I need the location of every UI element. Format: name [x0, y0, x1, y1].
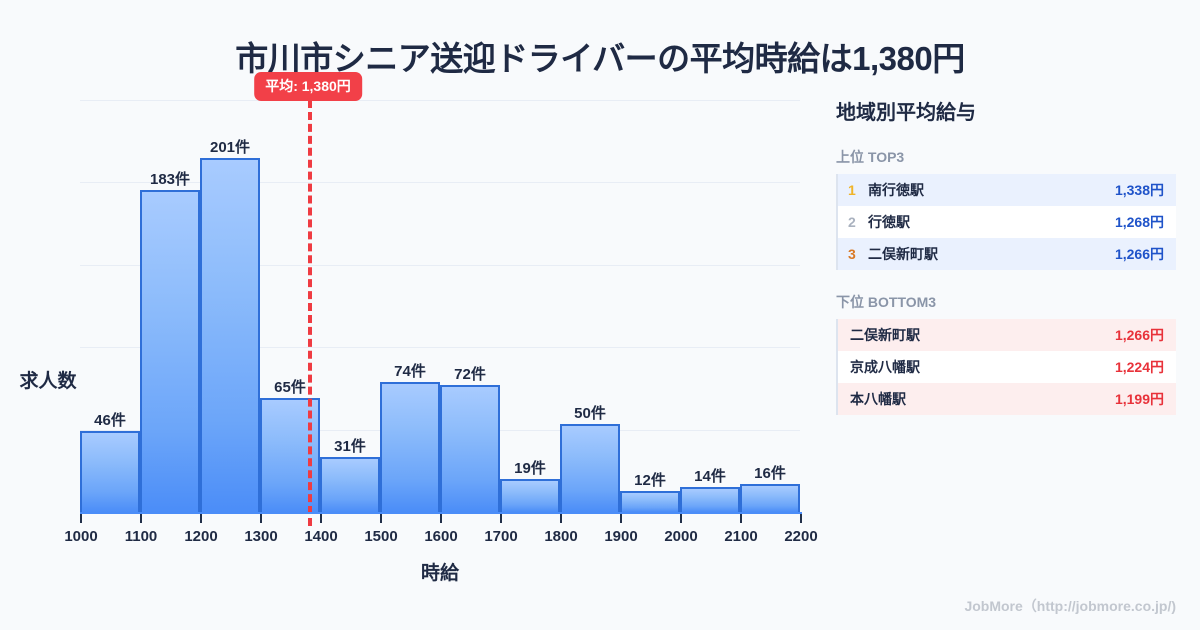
- rank-number: 1: [848, 182, 856, 198]
- histogram-bar: [200, 158, 260, 512]
- station-salary: 1,224円: [1114, 359, 1164, 375]
- gridline: [80, 347, 800, 348]
- x-tick: [380, 514, 382, 523]
- bottom3-row[interactable]: 本八幡駅 1,199円: [838, 383, 1176, 415]
- top3-row[interactable]: 1 南行徳駅 1,338円: [838, 174, 1176, 206]
- page-title: 市川市シニア送迎ドライバーの平均時給は1,380円: [235, 40, 965, 77]
- bar-value-label: 19件: [514, 460, 546, 477]
- histogram-bar: [620, 491, 680, 512]
- histogram-bar: [740, 484, 800, 512]
- x-tick-label: 2000: [664, 528, 698, 545]
- x-tick: [800, 514, 802, 523]
- top3-row[interactable]: 3 二俣新町駅 1,266円: [838, 238, 1176, 270]
- histogram-bar: [680, 487, 740, 512]
- top3-list: 1 南行徳駅 1,338円 2 行徳駅 1,268円 3 二俣新町駅 1,266円: [836, 174, 1176, 270]
- bar-value-label: 50件: [574, 405, 606, 422]
- x-tick: [620, 514, 622, 523]
- bar-value-label: 201件: [209, 139, 251, 156]
- x-tick-label: 1400: [304, 528, 338, 545]
- histogram-bar: [500, 479, 560, 512]
- histogram-bar: [440, 385, 500, 512]
- bar-value-label: 14件: [694, 468, 726, 485]
- sidebar-title: 地域別平均給与: [836, 102, 976, 124]
- station-name: 本八幡駅: [850, 391, 906, 407]
- histogram-chart: 求人数 46件 183件 201件 65件 31件 74件 72件 19件 50件 12件 14件 1…: [0, 72, 830, 608]
- x-tick: [500, 514, 502, 523]
- rank-number: 3: [848, 246, 856, 262]
- plot-area: 46件 183件 201件 65件 31件 74件 72件 19件 50件 12件 14件 16件 平均…: [80, 72, 800, 526]
- histogram-bar: [80, 431, 140, 512]
- x-tick: [320, 514, 322, 523]
- station-name: 行徳駅: [868, 214, 910, 230]
- bar-value-label: 72件: [454, 366, 486, 383]
- bar-value-label: 65件: [274, 379, 306, 396]
- x-tick-label: 1100: [124, 528, 158, 545]
- gridline: [80, 100, 800, 101]
- x-tick-label: 1700: [484, 528, 518, 545]
- histogram-bar: [320, 457, 380, 512]
- x-tick-label: 1900: [604, 528, 638, 545]
- station-salary: 1,266円: [1114, 246, 1164, 262]
- region-salary-sidebar: 地域別平均給与 上位 TOP3 1 南行徳駅 1,338円 2 行徳駅 1,268円 3 二俣…: [836, 96, 1176, 437]
- station-salary: 1,199円: [1114, 391, 1164, 407]
- histogram-bar: [560, 424, 620, 512]
- x-axis-title: 時給: [420, 563, 459, 584]
- bottom3-row[interactable]: 二俣新町駅 1,266円: [838, 319, 1176, 351]
- y-axis-title: 求人数: [19, 371, 77, 392]
- station-salary: 1,338円: [1114, 182, 1164, 198]
- x-tick: [740, 514, 742, 523]
- x-tick: [200, 514, 202, 523]
- station-name: 二俣新町駅: [868, 246, 938, 262]
- x-tick-label: 2100: [724, 528, 758, 545]
- bottom3-row[interactable]: 京成八幡駅 1,224円: [838, 351, 1176, 383]
- x-tick-label: 1500: [364, 528, 398, 545]
- x-tick-label: 2200: [784, 528, 818, 545]
- gridline: [80, 265, 800, 266]
- x-tick: [680, 514, 682, 523]
- histogram-bar: [140, 190, 200, 512]
- histogram-bar: [380, 382, 440, 512]
- bottom3-heading: 下位 BOTTOM3: [836, 294, 937, 310]
- bar-value-label: 31件: [334, 438, 366, 455]
- x-tick-label: 1600: [424, 528, 458, 545]
- x-tick-label: 1200: [184, 528, 218, 545]
- station-name: 南行徳駅: [868, 182, 924, 198]
- bar-value-label: 183件: [149, 171, 191, 188]
- x-tick-label: 1300: [244, 528, 278, 545]
- bar-value-label: 74件: [394, 363, 426, 380]
- average-badge: 平均: 1,380円: [254, 72, 362, 101]
- x-tick: [140, 514, 142, 523]
- x-tick: [260, 514, 262, 523]
- bar-value-label: 16件: [754, 465, 786, 482]
- top3-row[interactable]: 2 行徳駅 1,268円: [838, 206, 1176, 238]
- x-tick-label: 1800: [544, 528, 578, 545]
- station-name: 二俣新町駅: [850, 327, 920, 343]
- bottom3-list: 二俣新町駅 1,266円京成八幡駅 1,224円本八幡駅 1,199円: [836, 319, 1176, 415]
- station-name: 京成八幡駅: [850, 359, 920, 375]
- top3-heading: 上位 TOP3: [836, 149, 905, 165]
- x-axis-line: [80, 512, 802, 514]
- station-salary: 1,266円: [1114, 327, 1164, 343]
- bar-value-label: 46件: [94, 412, 126, 429]
- x-tick: [80, 514, 82, 523]
- gridline: [80, 182, 800, 183]
- footer-attribution: JobMore（http://jobmore.co.jp/): [964, 598, 1176, 614]
- bar-value-label: 12件: [634, 472, 666, 489]
- x-tick: [440, 514, 442, 523]
- x-tick-label: 1000: [64, 528, 98, 545]
- x-tick: [560, 514, 562, 523]
- average-line: [308, 100, 312, 526]
- rank-number: 2: [848, 214, 856, 230]
- station-salary: 1,268円: [1114, 214, 1164, 230]
